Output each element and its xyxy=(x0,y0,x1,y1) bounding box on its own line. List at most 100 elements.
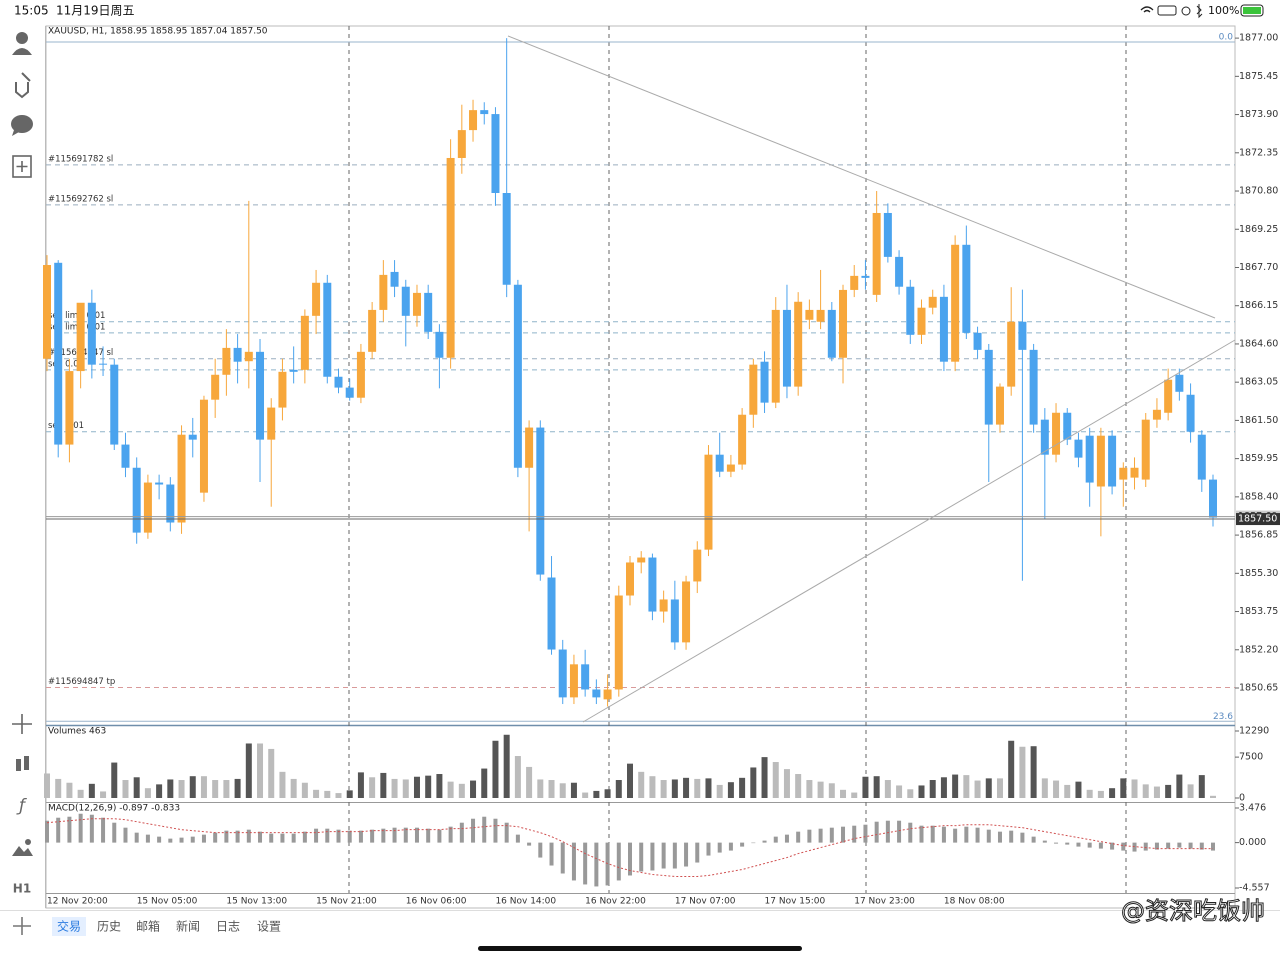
candle-body xyxy=(1186,394,1195,432)
watermark: @资深吃饭帅 xyxy=(1121,897,1265,925)
candle-body xyxy=(54,262,63,445)
trade-button[interactable] xyxy=(15,72,31,99)
macd-bar xyxy=(168,838,173,843)
tab[interactable]: 设置 xyxy=(257,920,281,934)
chart-title: XAUUSD, H1, 1858.95 1858.95 1857.04 1857… xyxy=(48,27,268,37)
volume-bar xyxy=(593,790,600,798)
candle-body xyxy=(973,332,982,350)
macd-bar xyxy=(616,842,621,881)
volume-bar xyxy=(66,782,73,798)
status-icons xyxy=(1140,4,1264,19)
macd-bar xyxy=(829,827,834,843)
candle-body xyxy=(637,557,646,563)
candle-body xyxy=(1130,467,1139,478)
y-tick-label: 1877.00 xyxy=(1239,33,1278,44)
indicator-button[interactable] xyxy=(16,756,29,771)
volume-bar xyxy=(369,777,376,798)
volume-bar xyxy=(55,778,62,798)
candle-body xyxy=(782,309,791,387)
volume-bar xyxy=(324,790,331,798)
tab[interactable]: 新闻 xyxy=(176,919,200,934)
candle-body xyxy=(962,244,971,333)
candle-body xyxy=(121,444,130,468)
volume-bar xyxy=(200,776,207,798)
period-separators xyxy=(348,26,1127,893)
candle-body xyxy=(951,244,960,362)
crosshair-button[interactable] xyxy=(12,714,32,734)
volume-bar xyxy=(1053,780,1060,798)
candle-body xyxy=(76,302,85,372)
chart-layer: 1877.00 1875.45 1873.90 1872.35 1870.80 1869.… xyxy=(43,33,1280,907)
candle-body xyxy=(1197,434,1206,480)
candle-body xyxy=(883,212,892,257)
tab[interactable]: 交易 xyxy=(57,919,81,934)
macd-bar xyxy=(291,833,296,843)
macd-bar xyxy=(190,836,195,843)
macd-bar xyxy=(101,817,106,843)
candle-body xyxy=(1209,479,1217,518)
candle-body xyxy=(502,193,511,285)
macd-bar xyxy=(314,828,319,843)
objects-button[interactable] xyxy=(12,839,33,856)
candle-body xyxy=(592,689,601,698)
add-button[interactable] xyxy=(13,917,31,935)
candle-body xyxy=(1040,419,1049,455)
volume-bar xyxy=(929,780,936,798)
candle-body xyxy=(1052,412,1061,455)
left-toolbar: ƒ H1 xyxy=(11,32,33,896)
macd-bar xyxy=(628,842,632,876)
chat-button[interactable] xyxy=(11,115,33,136)
macd-bar xyxy=(67,816,72,843)
candle-body xyxy=(199,399,208,493)
volume-bar xyxy=(582,792,589,798)
macd-bar xyxy=(515,834,520,843)
status-date: 11月19日周五 xyxy=(56,4,135,18)
x-tick-label: 17 Nov 07:00 xyxy=(675,897,736,907)
y-tick-label: 1870.80 xyxy=(1239,186,1278,197)
macd-bar xyxy=(874,821,879,843)
volume-bar xyxy=(458,783,465,798)
volume-bar xyxy=(1019,746,1026,798)
macd-bar xyxy=(1031,836,1036,843)
macd-bar xyxy=(370,829,375,843)
tab[interactable]: 邮箱 xyxy=(136,919,160,934)
macd-bar xyxy=(740,842,745,847)
account-button[interactable] xyxy=(12,32,32,55)
new-order-button[interactable] xyxy=(12,155,32,178)
trend-lines xyxy=(507,35,1236,723)
macd-bar xyxy=(1121,842,1126,851)
volume-bar xyxy=(548,780,555,798)
volume-bar xyxy=(604,789,611,798)
y-tick-label: 1850.65 xyxy=(1239,683,1278,694)
volume-bar xyxy=(1210,795,1216,798)
candle-body xyxy=(1175,374,1184,392)
candle-body xyxy=(895,256,904,287)
x-tick-label: 15 Nov 05:00 xyxy=(137,897,198,907)
x-tick-label: 16 Nov 14:00 xyxy=(495,897,556,907)
y-tick-label: 7500 xyxy=(1239,752,1263,763)
volume-bar xyxy=(503,734,510,798)
volume-bar xyxy=(750,767,757,798)
volume-bar xyxy=(1142,784,1149,798)
macd-bar xyxy=(325,828,330,843)
macd-bar xyxy=(1143,842,1148,851)
candle-body xyxy=(513,284,522,468)
volume-bar xyxy=(683,777,690,798)
macd-bar xyxy=(448,826,453,843)
tab[interactable]: 历史 xyxy=(97,920,121,934)
x-tick-label: 18 Nov 08:00 xyxy=(944,897,1005,907)
candle-body xyxy=(1152,409,1161,420)
volume-bar xyxy=(806,780,813,798)
macd-bar xyxy=(302,831,307,843)
candle-body xyxy=(110,364,119,445)
macd-bar xyxy=(258,831,263,843)
timeframe-button[interactable]: H1 xyxy=(13,882,31,896)
volume-bar xyxy=(727,782,734,798)
candle-body xyxy=(850,275,859,290)
macd-bar xyxy=(841,826,846,843)
function-icon[interactable]: ƒ xyxy=(16,796,27,816)
tab[interactable]: 日志 xyxy=(216,920,240,934)
candle-body xyxy=(188,434,197,440)
macd-bar xyxy=(818,828,823,843)
candle-body xyxy=(300,315,309,370)
